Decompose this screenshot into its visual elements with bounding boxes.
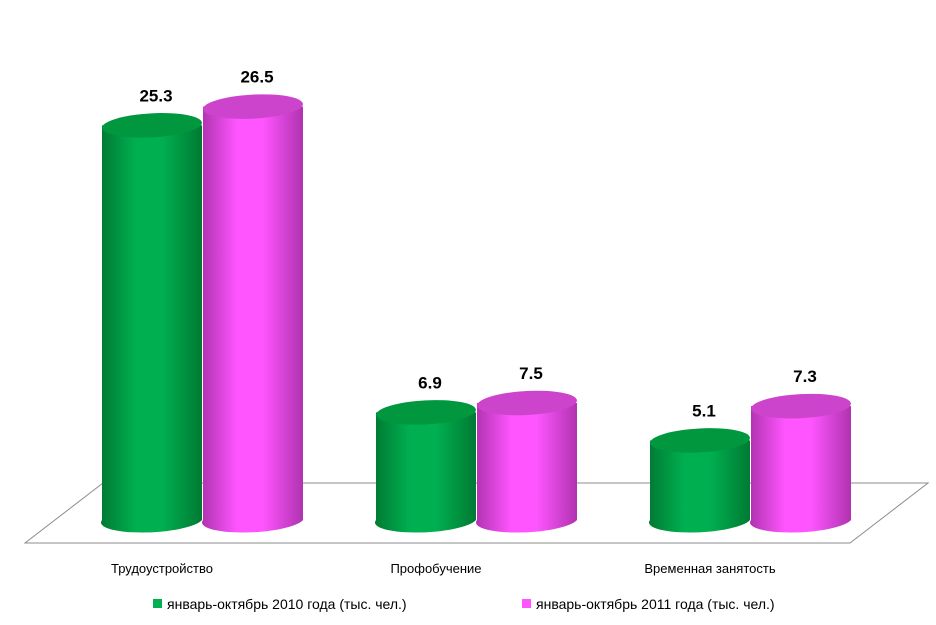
cylinder-top [102,113,202,138]
cylinder-top [751,393,851,419]
bar-2010-2 [648,428,750,533]
value-label: 7.5 [519,364,543,383]
value-label: 7.3 [793,367,817,386]
value-label: 5.1 [692,401,716,420]
category-label: Временная занятость [644,561,775,576]
legend: январь-октябрь 2010 года (тыс. чел.) янва… [153,596,775,612]
legend-label: январь-октябрь 2010 года (тыс. чел.) [167,596,407,612]
cylinder-top [376,400,476,425]
bar-2011-1 [475,390,577,533]
legend-item-2010: январь-октябрь 2010 года (тыс. чел.) [153,596,407,612]
value-labels-group: 25.3 26.5 6.9 7.5 5.1 7.3 [139,68,816,421]
cylinder-body [749,406,851,533]
cylinder-body [100,125,202,533]
cylinder-body [201,106,303,533]
cylinder-top [203,94,303,119]
category-axis: Трудоустройство Профобучение Временная зан… [111,561,776,576]
cylinder-top [477,390,577,416]
category-label: Трудоустройство [111,561,213,576]
bar-2011-0 [201,94,303,533]
value-label: 26.5 [240,68,273,87]
bar-2010-1 [374,400,476,533]
bar-2010-0 [100,113,202,533]
cylinder-body [374,412,476,533]
cylinder-body [475,403,577,533]
value-label: 6.9 [418,373,442,392]
legend-item-2011: январь-октябрь 2011 года (тыс. чел.) [522,596,775,612]
bars-group [100,94,851,533]
bar-2011-2 [749,393,851,533]
cylinder-body [648,440,750,533]
value-label: 25.3 [139,86,172,105]
legend-swatch [153,599,162,608]
legend-label: январь-октябрь 2011 года (тыс. чел.) [536,596,775,612]
category-label: Профобучение [390,561,481,576]
cylinder-top [650,428,750,453]
legend-swatch [522,599,531,608]
